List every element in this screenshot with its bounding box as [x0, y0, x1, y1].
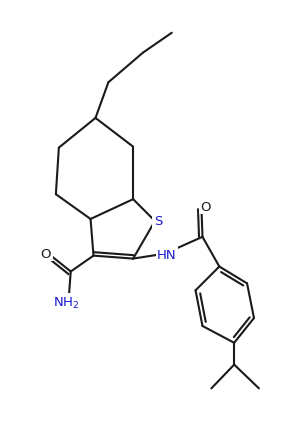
Text: O: O	[41, 247, 51, 260]
Text: NH$_2$: NH$_2$	[53, 295, 79, 310]
Text: HN: HN	[157, 249, 177, 262]
Text: O: O	[200, 200, 211, 213]
Text: S: S	[154, 215, 162, 228]
